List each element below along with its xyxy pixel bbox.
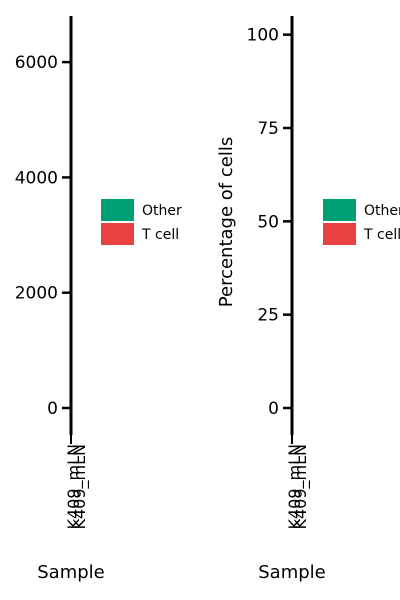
y-tick-label: 4000 [15, 168, 58, 188]
legend-swatch-other [101, 199, 134, 221]
x-axis-title: Sample [258, 562, 326, 583]
x-axis-title: Sample [37, 562, 105, 583]
y-tick-label: 0 [268, 399, 279, 419]
x-tick-label: K409_mLN [70, 444, 90, 530]
x-tick-label: K409_mLN [285, 444, 305, 530]
y-tick-label: 75 [257, 119, 279, 139]
legend-label: Other [364, 203, 400, 219]
y-tick-label: 6000 [15, 53, 58, 73]
y-tick-label: 25 [257, 306, 279, 326]
y-tick-label: 100 [247, 26, 279, 46]
legend-label: Other [142, 203, 182, 219]
legend-label: T cell [141, 227, 179, 243]
y-axis-title: Percentage of cells [216, 137, 237, 307]
legend-label: T cell [363, 227, 400, 243]
x-tick-label: K409_mLN [291, 444, 311, 530]
x-tick-label: K409_mLN [64, 444, 84, 530]
y-tick-label: 50 [257, 212, 279, 232]
legend: Other T cell [101, 199, 182, 245]
y-tick-label: 2000 [15, 284, 58, 304]
y-tick-label: 0 [47, 399, 58, 419]
legend-swatch-t-cell [101, 223, 134, 245]
legend-swatch-other [323, 199, 356, 221]
legend-swatch-t-cell [323, 223, 356, 245]
legend: Other T cell [323, 199, 400, 245]
